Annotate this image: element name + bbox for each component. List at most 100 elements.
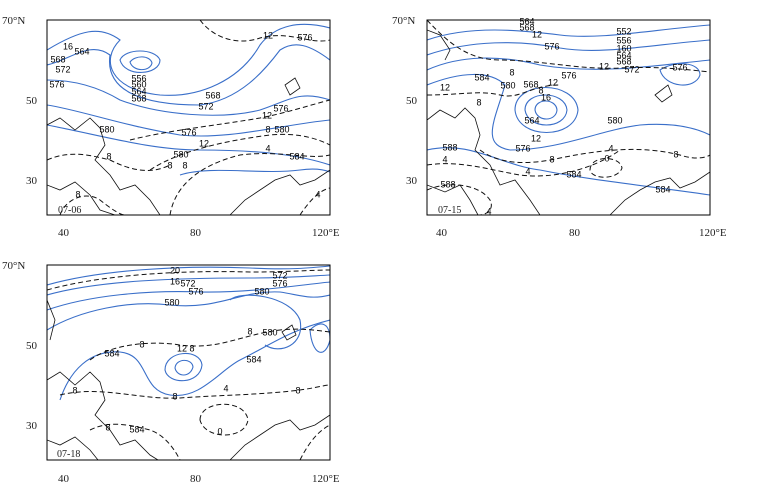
contour-label: 8	[106, 151, 111, 161]
lon-label: 40	[436, 227, 448, 239]
contour-label: 556	[131, 73, 146, 83]
lon-label: 120°E	[312, 227, 340, 239]
contour-label: 4	[608, 143, 613, 153]
contour-label: 560	[131, 79, 146, 89]
lon-label: 120°E	[312, 473, 340, 485]
contour-label: 8	[476, 97, 481, 107]
contour-label: 568	[205, 90, 220, 100]
contour-label: 12	[599, 61, 609, 71]
contour-label: 580	[164, 297, 179, 307]
contours	[427, 20, 710, 215]
contour-label: 8	[75, 189, 80, 199]
contour-label: 572	[180, 278, 195, 288]
lon-label: 80	[190, 473, 202, 485]
contour-label: 576	[181, 127, 196, 137]
contour-label: 584	[129, 424, 144, 434]
contour-label: 556	[616, 35, 631, 45]
contour-label: 576	[561, 70, 576, 80]
contour-label: 16	[170, 276, 180, 286]
contour-label: 160	[616, 43, 631, 53]
contour-label: 16	[63, 41, 73, 51]
contour-label: 564	[131, 86, 146, 96]
contour-label: 576	[273, 103, 288, 113]
contour-label: 4	[265, 143, 270, 153]
contour-label: 588	[440, 179, 455, 189]
contours	[47, 20, 330, 215]
contour-label: 580	[99, 124, 114, 134]
contour-label: 8	[247, 326, 252, 336]
contour-label: 576	[297, 32, 312, 42]
contour-label: 568	[523, 79, 538, 89]
contour-label: 580	[500, 80, 515, 90]
contour-labels: 20 16 572 576 572 576 580 580 584 8 8 58…	[72, 265, 300, 436]
contour-label: 568	[616, 56, 631, 66]
contour-label: 12	[532, 29, 542, 39]
contour-label: 4	[315, 189, 320, 199]
contour-label: 12	[263, 30, 273, 40]
contour-label: 572	[624, 64, 639, 74]
contour-label: 8	[189, 343, 194, 353]
contour-label: 4	[223, 383, 228, 393]
contour-label: 564	[74, 46, 89, 56]
contour-label: 576	[188, 286, 203, 296]
contour-label: 572	[55, 64, 70, 74]
lat-label: 30	[26, 175, 38, 187]
contour-label: 580	[607, 115, 622, 125]
map-frame	[426, 19, 711, 216]
contour-label: 12	[177, 343, 187, 353]
contour-label: 12	[262, 110, 272, 120]
contour-label: 584	[566, 169, 581, 179]
contour-label: 576	[672, 62, 687, 72]
contour-label: 8	[167, 160, 172, 170]
panel-date: 07-06	[58, 205, 81, 216]
panel-date: 07-18	[57, 449, 80, 460]
contour-label: 0	[604, 153, 609, 163]
map-frame	[46, 264, 331, 461]
contour-label: 584	[246, 354, 261, 364]
contour-label: 580	[274, 124, 289, 134]
contour-label: 8	[549, 154, 554, 164]
contour-label: 8	[139, 339, 144, 349]
lon-label: 40	[58, 227, 70, 239]
contour-label: 8	[673, 149, 678, 159]
contour-label: 568	[50, 54, 65, 64]
contour-label: 576	[49, 79, 64, 89]
lon-label: 80	[190, 227, 202, 239]
lat-label: 70°N	[392, 15, 415, 27]
lat-label: 50	[406, 95, 418, 107]
contour-label: 576	[515, 143, 530, 153]
contour-label: 564	[616, 50, 631, 60]
contour-label: 0	[217, 426, 222, 436]
contour-label: 8	[105, 422, 110, 432]
contour-label: 580	[262, 327, 277, 337]
contour-label: 584	[104, 348, 119, 358]
contour-label: 588	[442, 142, 457, 152]
contours	[47, 265, 330, 460]
contour-label: 564	[519, 16, 534, 26]
contour-label: 580	[254, 286, 269, 296]
contour-label: 584	[474, 72, 489, 82]
lat-label: 70°N	[2, 15, 25, 27]
contour-label: 4	[486, 206, 491, 216]
panel-date: 07-15	[438, 205, 461, 216]
contour-label: 584	[289, 151, 304, 161]
contour-label: 20	[170, 265, 180, 275]
lat-label: 30	[406, 175, 418, 187]
contour-label: 564	[524, 115, 539, 125]
contour-label: 8	[295, 385, 300, 395]
contour-label: 568	[519, 22, 534, 32]
contour-label: 16	[541, 92, 551, 102]
lat-label: 30	[26, 420, 38, 432]
contour-label: 576	[272, 278, 287, 288]
contour-label: 12	[531, 133, 541, 143]
contour-label: 12	[440, 82, 450, 92]
lat-label: 50	[26, 340, 38, 352]
contour-labels: 16 564 568 572 576 556 560 564 568 568 5…	[49, 30, 320, 199]
contour-label: 8	[72, 385, 77, 395]
map-panel: 70°N 50 30 40 80 120°E 07-18 20 16 572 5…	[2, 260, 340, 485]
contour-label: 8	[509, 67, 514, 77]
lat-label: 50	[26, 95, 38, 107]
contour-label: 572	[198, 101, 213, 111]
contour-label: 4	[442, 154, 447, 164]
